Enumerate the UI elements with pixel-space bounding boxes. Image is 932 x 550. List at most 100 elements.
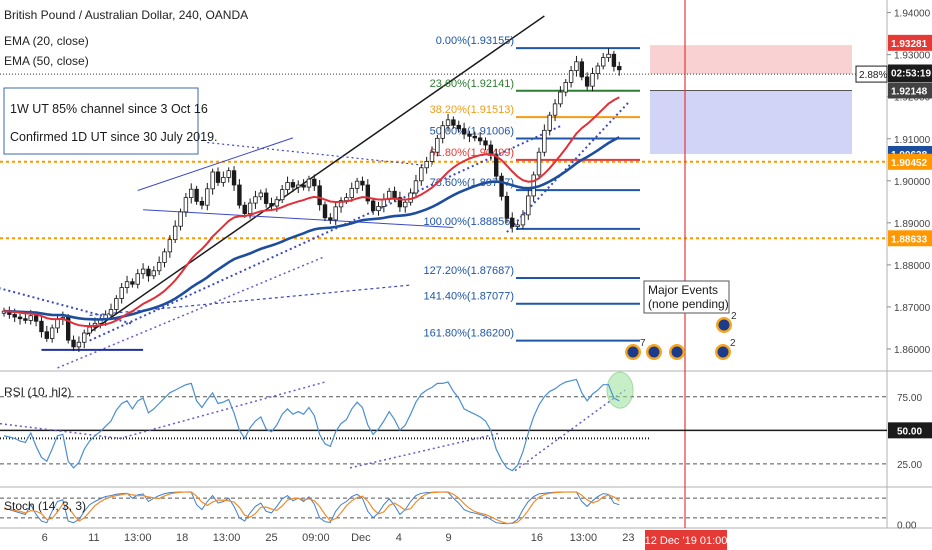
ema50-line [3, 136, 620, 321]
candle-body [205, 188, 210, 206]
candle-body [413, 180, 419, 194]
candle-body [451, 119, 456, 126]
candle-body [531, 174, 536, 197]
candle-body [558, 91, 563, 105]
rsi-legend[interactable]: RSI (10, hl2) [4, 385, 71, 399]
candle-body [333, 206, 338, 221]
change-badge: 2.88% [859, 70, 887, 81]
candle-body [510, 217, 515, 228]
candle-body [424, 161, 429, 169]
price-tag-0: 1.93281 [891, 39, 928, 50]
fib-label-6: 100.00%(1.88856) [423, 216, 514, 228]
fib-label-0: 0.00%(1.93155) [436, 35, 514, 47]
candle-body [317, 185, 322, 206]
note-line-2: Confirmed 1D UT since 30 July 2019. [10, 130, 218, 144]
price-tick-6: 1.88000 [894, 261, 931, 272]
event-badges[interactable]: 2 7 2 [625, 311, 737, 360]
note-box-frame [3, 87, 199, 155]
candle-body [445, 119, 451, 127]
candle-body [419, 167, 424, 182]
time-label-2: 13:00 [124, 532, 152, 544]
fib-label-7: 127.20%(1.87687) [423, 265, 514, 277]
candle-body [199, 200, 205, 206]
flag-icon [671, 346, 683, 358]
stoch-legend[interactable]: Stoch (14, 3, 3) [4, 499, 86, 513]
rsi-tag-bg [888, 422, 932, 439]
price-tag-5: 1.90452 [891, 158, 928, 169]
rsi-pane [0, 371, 887, 472]
rsi-line [3, 378, 620, 472]
channel-top [137, 137, 294, 191]
candle-body [306, 178, 312, 188]
candle-body [526, 195, 531, 216]
candle-body [563, 82, 568, 93]
candle-body [33, 315, 39, 322]
candle-body [71, 339, 76, 348]
candle-body [247, 202, 253, 214]
candle-body [499, 175, 504, 197]
candle-body [215, 171, 221, 183]
candle-body [178, 211, 183, 227]
candle-body [17, 316, 23, 320]
fib-label-3: 50.00%(1.91006) [430, 125, 514, 137]
candle-body [440, 125, 445, 139]
candle-body [114, 298, 119, 310]
candle-body [242, 204, 247, 214]
candle-body [574, 61, 579, 72]
channel-upper-black [86, 15, 545, 335]
fib-label-1: 23.60%(1.92141) [430, 78, 514, 90]
candle-body [617, 66, 622, 71]
rsi-tick-0: 75.00 [897, 393, 922, 404]
candle-body [472, 135, 477, 139]
stoch-k-line [3, 491, 620, 525]
ema20-legend[interactable]: EMA (20, close) [4, 34, 89, 48]
candle-body [542, 129, 547, 153]
candle-body [135, 273, 140, 285]
time-label-12: 23 [622, 532, 634, 544]
note-box[interactable]: 1W UT 85% channel since 3 Oct 16 Confirm… [3, 87, 218, 155]
take-profit-zone [650, 90, 852, 154]
price-tag-3: 1.92148 [891, 86, 928, 97]
flag-icon [717, 346, 729, 358]
price-tick-1: 1.93000 [894, 51, 931, 62]
price-tag-2: 02:53:19 [891, 68, 931, 79]
candle-body [504, 195, 510, 219]
candle-body [429, 151, 435, 162]
position-zones [650, 45, 852, 154]
channel-bottom [143, 209, 454, 228]
candle-body [108, 309, 114, 316]
price-tag-bg-5 [888, 153, 932, 170]
ema50-legend[interactable]: EMA (50, close) [4, 54, 89, 68]
note-line-1: 1W UT 85% channel since 3 Oct 16 [10, 102, 208, 116]
price-tick-4: 1.90000 [894, 177, 931, 188]
candle-body [477, 137, 483, 142]
candle-body [360, 180, 365, 186]
candle-body [23, 318, 28, 321]
candle-body [568, 70, 574, 83]
candle-body [44, 331, 49, 339]
events-callout[interactable]: Major Events (none pending) [643, 280, 730, 314]
ema-lines [3, 96, 620, 328]
time-highlight: 12 Dec '19 01:00 [645, 535, 728, 547]
candle-body [376, 206, 381, 212]
candle-body [55, 318, 60, 329]
candle-body [231, 170, 237, 186]
candle-body [39, 320, 44, 333]
rsi-trend-3 [349, 432, 501, 469]
price-tick-8: 1.86000 [894, 345, 931, 356]
time-label-8: 4 [396, 532, 402, 544]
time-axis[interactable]: 6 11 13:00 18 13:00 25 09:00 Dec 4 9 16 13:00 23 12 D… [42, 530, 728, 550]
candle-body [151, 270, 156, 277]
rsi-like-dotted [57, 255, 326, 369]
trend-lines[interactable] [0, 15, 631, 369]
stoch-tick-0: 0.00 [897, 520, 917, 531]
fibonacci-extension[interactable]: 0.00%(1.93155) 23.60%(1.92141) 38.20%(1.91… [423, 35, 640, 342]
candle-body [162, 251, 167, 263]
rsi-trend-1 [0, 422, 121, 440]
candle-body [258, 192, 263, 198]
candle-body [590, 73, 595, 87]
candle-body [237, 184, 242, 206]
candle-body [579, 61, 584, 78]
time-label-7: Dec [351, 532, 371, 544]
